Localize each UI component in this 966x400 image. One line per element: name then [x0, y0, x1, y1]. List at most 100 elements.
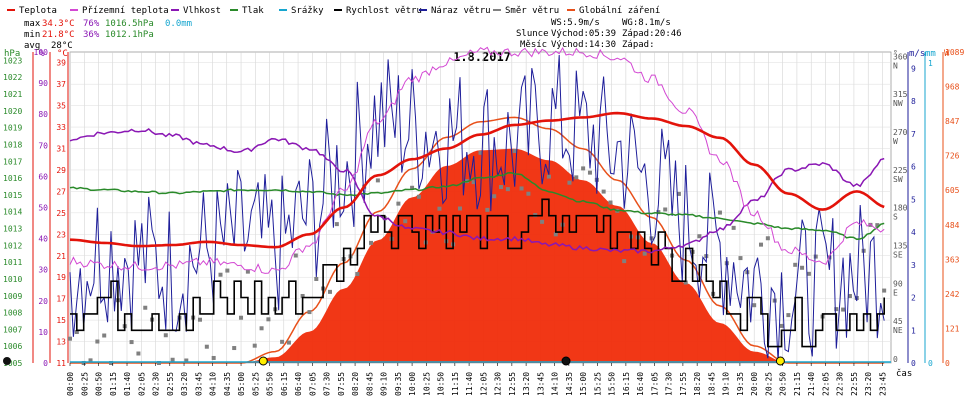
wind-dir-point	[95, 339, 100, 344]
temp-tick-label: 21	[56, 252, 66, 261]
wind-dir-point	[512, 148, 517, 153]
hpa-tick-label: 1015	[3, 191, 22, 200]
hpa-tick-label: 1018	[3, 140, 22, 149]
pct-tick-label: 40	[38, 235, 48, 244]
pct-tick-label: 10	[38, 328, 48, 337]
wind-dir-point	[252, 343, 257, 348]
dir-letter: E	[893, 288, 898, 297]
wind-dir-point	[437, 206, 442, 211]
ms-tick-label: 8	[911, 97, 916, 106]
legend-label: Přízemní teplota	[82, 6, 169, 16]
info-wg: WG:8.1m/s	[622, 18, 671, 28]
temp-tick-label: 19	[56, 273, 66, 282]
hpa-tick-label: 1013	[3, 225, 22, 234]
wm2-tick-label: 484	[945, 221, 960, 230]
wind-dir-point	[74, 330, 79, 335]
wind-dir-point	[239, 315, 244, 320]
hpa-tick-label: 1008	[3, 309, 22, 318]
wind-dir-point	[656, 210, 661, 215]
x-tick-label: 02:55	[166, 372, 175, 396]
temperature-line	[69, 111, 885, 249]
wm2-tick-label: 605	[945, 186, 960, 195]
dir-letter: SW	[893, 175, 903, 184]
legend-label: Srážky	[291, 6, 324, 16]
pct-tick-label: 100	[34, 48, 49, 57]
temp-tick-label: 13	[56, 338, 66, 347]
wind-dir-point	[163, 333, 168, 338]
wind-speed-line	[70, 198, 885, 348]
stats-max-temp: 34.3°C	[42, 19, 75, 29]
x-axis: 00:00 00:25 00:50 01:15 01:40 02:05 02:30 02:55…	[66, 363, 912, 396]
wind-dir-point	[608, 200, 613, 205]
wind-dir-point	[868, 222, 873, 227]
wind-dir-point	[88, 358, 93, 363]
x-tick-label: 09:10	[380, 372, 389, 396]
hpa-tick-label: 1017	[3, 157, 22, 166]
dir-tick-label: 360	[893, 52, 908, 61]
wind-dir-point	[800, 265, 805, 270]
x-tick-label: 00:25	[80, 372, 89, 396]
x-tick-label: 03:45	[194, 372, 203, 396]
x-tick-label: 12:05	[479, 372, 488, 396]
x-tick-label: 05:00	[237, 372, 246, 396]
pct-tick-label: 30	[38, 266, 48, 275]
wind-dir-point	[786, 313, 791, 318]
x-tick-label: 14:10	[551, 372, 560, 396]
x-tick-label: 07:05	[308, 372, 317, 396]
wind-dir-point	[218, 272, 223, 277]
x-tick-label: 17:55	[679, 372, 688, 396]
wind-dir-point	[731, 225, 736, 230]
dir-tick-label: 0	[893, 355, 898, 364]
wm2-tick-label: 847	[945, 117, 960, 126]
legend-label: Směr větru	[505, 6, 559, 16]
ms-tick-label: 2	[911, 294, 916, 303]
legend-label: Rychlost větru	[346, 6, 422, 16]
x-tick-label: 12:55	[508, 372, 517, 396]
wind-gust-line	[69, 54, 885, 363]
x-tick-label: 20:25	[764, 372, 773, 396]
temp-unit: °C	[57, 49, 68, 59]
pct-tick-label: 20	[38, 297, 48, 306]
wind-dir-point	[280, 339, 285, 344]
dir-tick-label: 270	[893, 128, 908, 137]
wind-dir-point	[717, 210, 722, 215]
wind-dir-point	[553, 232, 558, 237]
wind-dir-point	[369, 240, 374, 245]
legend-label: Teplota	[19, 6, 57, 16]
hpa-tick-label: 1021	[3, 90, 22, 99]
pct-tick-label: 90	[38, 79, 48, 88]
wind-dir-point	[478, 150, 483, 155]
temp-tick-label: 11	[56, 359, 66, 368]
sunrise-marker	[258, 356, 268, 366]
x-tick-label: 17:30	[665, 372, 674, 396]
ms-tick-label: 5	[911, 195, 916, 204]
x-tick-label: 07:55	[337, 372, 346, 396]
hpa-tick-label: 1007	[3, 325, 22, 334]
temp-tick-label: 39	[56, 59, 66, 68]
ms-tick-label: 1	[911, 326, 916, 335]
stats-min-press: 1012.1hPa	[105, 30, 154, 40]
wind-dir-point	[492, 194, 497, 199]
hpa-tick-label: 1010	[3, 275, 22, 284]
wind-dir-point	[779, 323, 784, 328]
wind-dir-point	[259, 326, 264, 331]
hpa-unit: hPa	[4, 49, 20, 59]
wind-dir-point	[622, 259, 627, 264]
pct-tick-label: 80	[38, 110, 48, 119]
x-tick-label: 20:50	[779, 372, 788, 396]
x-tick-label: 18:20	[693, 372, 702, 396]
info-ws: WS:5.9m/s	[551, 18, 600, 28]
wind-dir-point	[882, 288, 887, 293]
x-tick-label: 16:40	[636, 372, 645, 396]
x-axis-label: čas	[896, 368, 912, 379]
wind-dir-point	[526, 191, 531, 196]
wind-dir-point	[102, 333, 107, 338]
wm2-tick-label: 121	[945, 324, 960, 333]
pct-tick-label: 70	[38, 141, 48, 150]
wm2-unit: W	[944, 49, 950, 59]
temp-tick-label: 15	[56, 316, 66, 325]
wind-dir-point	[293, 253, 298, 258]
x-tick-label: 12:30	[494, 372, 503, 396]
temp-tick-label: 27	[56, 187, 66, 196]
x-tick-label: 02:30	[152, 372, 161, 396]
